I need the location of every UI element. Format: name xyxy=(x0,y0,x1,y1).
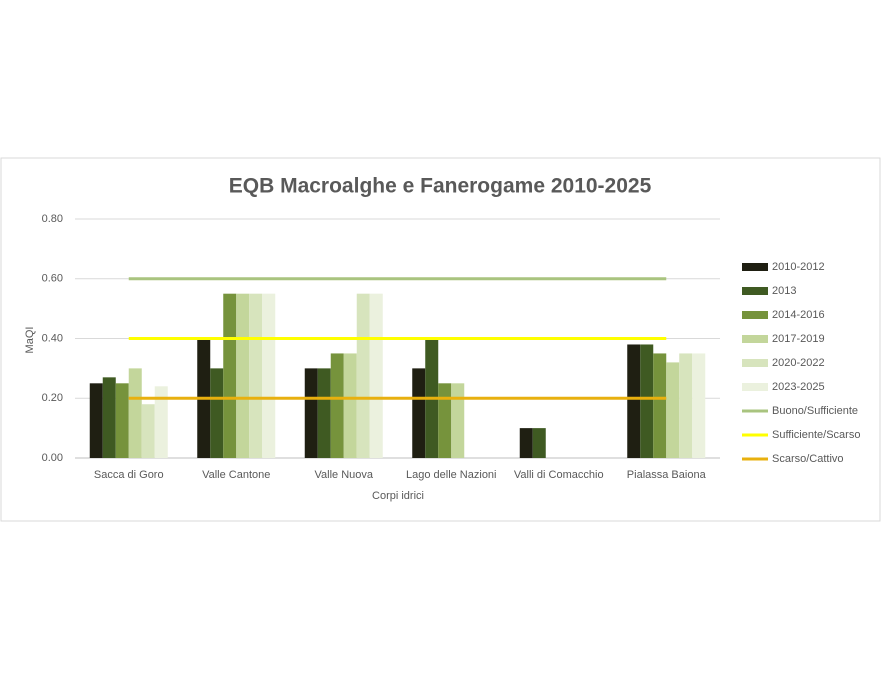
bar xyxy=(640,344,654,458)
x-tick-label: Lago delle Nazioni xyxy=(406,469,497,481)
bar xyxy=(89,383,103,458)
x-tick-label: Pialassa Baiona xyxy=(627,469,707,481)
legend-label: Buono/Sufficiente xyxy=(772,405,858,417)
bar xyxy=(356,293,370,458)
legend-label: 2014-2016 xyxy=(772,309,825,321)
legend-label: 2023-2025 xyxy=(772,381,825,393)
legend-swatch xyxy=(742,359,768,367)
bar xyxy=(210,368,224,458)
legend-label: 2020-2022 xyxy=(772,357,825,369)
y-axis-title: MaQI xyxy=(24,327,36,354)
legend-label: 2010-2012 xyxy=(772,261,825,273)
legend-swatch xyxy=(742,335,768,343)
bar xyxy=(330,353,344,458)
bar xyxy=(369,293,383,458)
bar xyxy=(154,386,168,458)
x-tick-label: Valle Cantone xyxy=(202,469,270,481)
bar xyxy=(236,293,250,458)
bar xyxy=(304,368,318,458)
bar xyxy=(451,383,465,458)
bar xyxy=(102,377,116,458)
bar xyxy=(223,293,237,458)
bar xyxy=(262,293,276,458)
bar xyxy=(519,428,533,458)
y-tick-label: 0.80 xyxy=(42,213,63,225)
bar xyxy=(627,344,641,458)
legend-label: 2013 xyxy=(772,285,796,297)
bar xyxy=(679,353,693,458)
bar xyxy=(412,368,426,458)
legend-swatch xyxy=(742,383,768,391)
bar xyxy=(343,353,357,458)
bar xyxy=(249,293,263,458)
legend-label: 2017-2019 xyxy=(772,333,825,345)
legend-swatch xyxy=(742,311,768,319)
x-tick-label: Valli di Comacchio xyxy=(514,469,604,481)
y-tick-label: 0.60 xyxy=(42,273,63,285)
bar xyxy=(115,383,129,458)
bar xyxy=(692,353,706,458)
legend-label: Scarso/Cattivo xyxy=(772,453,844,465)
y-tick-label: 0.00 xyxy=(42,452,63,464)
bar xyxy=(438,383,452,458)
bar xyxy=(317,368,331,458)
x-axis-title: Corpi idrici xyxy=(372,490,424,502)
bar xyxy=(128,368,142,458)
x-tick-label: Sacca di Goro xyxy=(94,469,164,481)
bar xyxy=(141,404,155,458)
bar xyxy=(532,428,546,458)
legend-swatch xyxy=(742,287,768,295)
chart-title: EQB Macroalghe e Fanerogame 2010-2025 xyxy=(229,175,652,198)
y-tick-label: 0.20 xyxy=(42,392,63,404)
y-tick-label: 0.40 xyxy=(42,332,63,344)
legend-label: Sufficiente/Scarso xyxy=(772,429,860,441)
bar xyxy=(653,353,667,458)
legend-swatch xyxy=(742,263,768,271)
bar xyxy=(666,362,680,458)
x-tick-label: Valle Nuova xyxy=(315,469,374,481)
